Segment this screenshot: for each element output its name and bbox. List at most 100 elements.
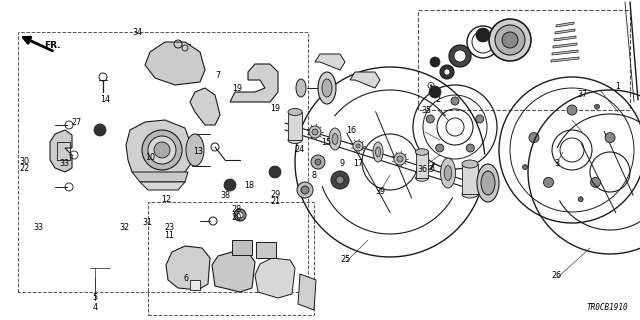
Text: FR.: FR. [44,41,60,50]
Text: 30: 30 [19,157,29,166]
Text: 14: 14 [100,95,111,104]
Circle shape [394,153,406,165]
Polygon shape [416,152,428,178]
Circle shape [495,25,525,55]
Polygon shape [555,29,575,34]
Polygon shape [462,164,478,194]
Circle shape [315,159,321,165]
Circle shape [591,177,600,188]
Circle shape [467,144,474,152]
Ellipse shape [332,133,338,145]
Circle shape [237,212,243,218]
Circle shape [353,141,363,151]
Ellipse shape [296,79,306,97]
Text: 19: 19 [232,84,242,92]
Text: 17: 17 [353,159,364,168]
Text: 20: 20 [232,213,242,222]
Circle shape [269,166,281,178]
Circle shape [476,115,484,123]
Text: 34: 34 [132,28,143,36]
Circle shape [426,115,435,123]
Circle shape [476,28,490,42]
Circle shape [224,179,236,191]
Circle shape [454,50,466,62]
Text: 15: 15 [321,138,332,147]
Text: 3: 3 [554,159,559,168]
Circle shape [312,129,318,135]
Circle shape [502,32,518,48]
Ellipse shape [322,79,332,97]
Text: 9: 9 [340,159,345,168]
Circle shape [449,45,471,67]
Text: 37: 37 [577,90,588,99]
Text: 19: 19 [270,104,280,113]
Circle shape [397,156,403,162]
Circle shape [543,177,554,188]
Circle shape [522,164,527,170]
Polygon shape [126,120,192,180]
Text: 16: 16 [346,126,356,135]
Polygon shape [190,88,220,125]
Text: 8: 8 [311,171,316,180]
Circle shape [234,209,246,221]
Text: 5: 5 [92,293,97,302]
Circle shape [148,136,176,164]
Circle shape [430,57,440,67]
Text: 2: 2 [436,95,441,104]
Ellipse shape [444,165,452,180]
Polygon shape [553,43,577,48]
Circle shape [94,124,106,136]
Text: 28: 28 [232,205,242,214]
Text: 27: 27 [72,118,82,127]
Polygon shape [350,72,380,88]
Text: 7: 7 [215,71,220,80]
Text: TR0CB1910: TR0CB1910 [586,303,628,312]
Text: 39: 39 [376,188,386,196]
Ellipse shape [462,160,478,168]
Polygon shape [551,57,579,62]
Ellipse shape [440,158,456,188]
Ellipse shape [373,142,383,162]
Ellipse shape [481,171,495,195]
Circle shape [578,197,583,202]
Circle shape [595,104,600,109]
Text: 22: 22 [19,164,29,173]
Text: 4: 4 [92,303,97,312]
Ellipse shape [288,108,302,116]
Text: 29: 29 [270,190,280,199]
Circle shape [605,132,615,143]
Text: 21: 21 [270,197,280,206]
Text: 25: 25 [340,255,351,264]
Ellipse shape [376,147,381,157]
Text: 13: 13 [193,147,204,156]
Circle shape [311,155,325,169]
Text: 11: 11 [164,231,175,240]
Polygon shape [554,36,576,41]
Text: 35: 35 [421,106,431,115]
Text: 1: 1 [615,82,620,91]
Text: 23: 23 [164,223,175,232]
Polygon shape [556,22,574,27]
Text: 12: 12 [161,196,172,204]
Ellipse shape [329,128,341,150]
Text: 33: 33 [33,223,44,232]
Polygon shape [50,130,72,172]
Polygon shape [212,252,255,292]
Circle shape [429,86,441,98]
Ellipse shape [415,149,429,155]
Circle shape [309,126,321,138]
Text: 32: 32 [120,223,130,232]
Polygon shape [288,112,302,140]
Text: 38: 38 [221,191,231,200]
Ellipse shape [186,134,204,166]
Circle shape [336,176,344,184]
Ellipse shape [415,175,429,181]
Polygon shape [298,274,316,310]
Text: 33: 33 [59,159,69,168]
Circle shape [489,19,531,61]
Polygon shape [552,50,578,55]
Circle shape [154,142,170,158]
Circle shape [529,132,539,143]
Ellipse shape [462,190,478,198]
Polygon shape [255,258,295,298]
